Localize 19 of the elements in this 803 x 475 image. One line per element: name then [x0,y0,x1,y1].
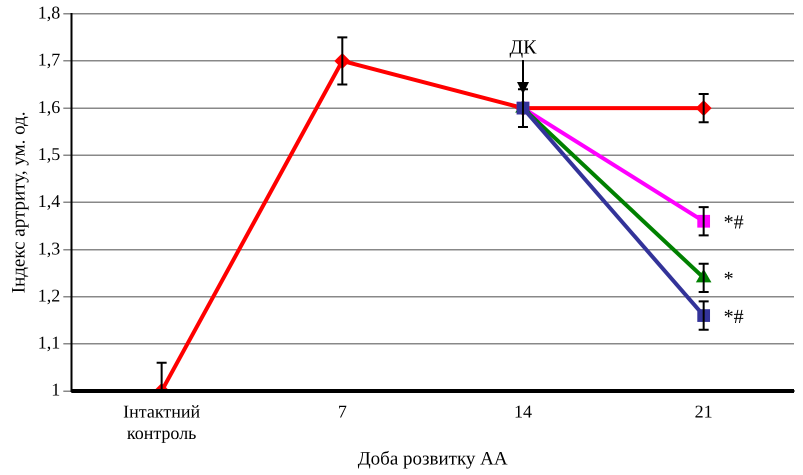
y-tick-label: 1,1 [38,332,60,353]
y-tick-label: 1,7 [38,50,60,70]
y-tick-label: 1,2 [38,285,60,306]
annotation: * [724,268,734,290]
y-tick-label: 1,5 [38,144,60,164]
y-axis-title: Індекс артриту, ум. од. [8,112,30,294]
y-tick-label: 1,8 [38,2,60,23]
y-tick-label: 1 [51,380,60,400]
x-tick-label: Інтактний контроль [123,402,200,444]
x-axis-title: Доба розвитку АА [358,448,508,470]
y-tick-label: 1,4 [38,191,60,212]
y-tick-label: 1,6 [38,96,60,117]
x-tick-label: 14 [514,402,532,422]
x-tick-label: 21 [694,402,713,422]
annotation: *# [724,306,744,328]
y-tick-label: 1,3 [38,238,60,258]
x-tick-label: 7 [338,402,347,422]
annotation: ДК [509,36,538,58]
annotation: *# [724,212,744,234]
